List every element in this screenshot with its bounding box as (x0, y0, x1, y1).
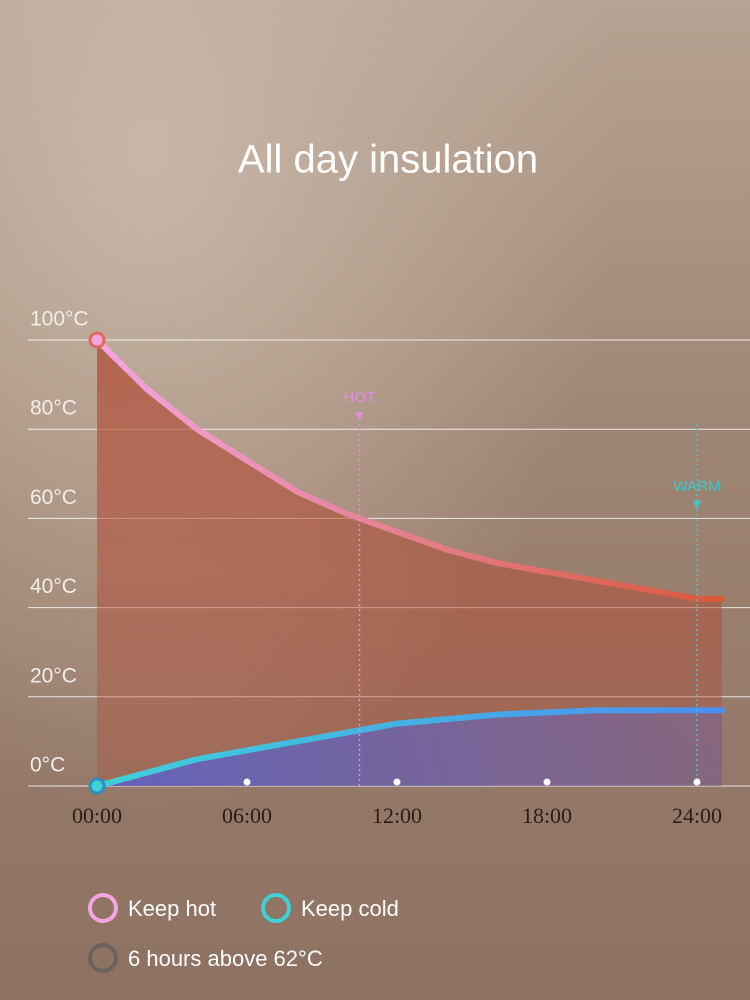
x-tick-mark (543, 778, 551, 786)
legend-label: Keep cold (301, 896, 399, 921)
x-tick-mark (243, 778, 251, 786)
y-tick-label: 0°C (30, 754, 65, 777)
annotation-label: HOT (344, 389, 376, 406)
line (94, 707, 725, 789)
x-tick-label: 00:00 (72, 803, 122, 828)
x-tick-mark (693, 778, 701, 786)
x-tick-mark (393, 778, 401, 786)
footnote: 6 hours above 62°C (128, 946, 323, 971)
y-tick-label: 60°C (30, 486, 77, 509)
y-tick-label: 40°C (30, 575, 77, 598)
y-tick-label: 100°C (30, 308, 89, 331)
y-tick-label: 20°C (30, 664, 77, 687)
start-marker (88, 331, 106, 349)
x-tick-label: 06:00 (222, 803, 272, 828)
legend-swatch (261, 893, 291, 923)
area (97, 710, 722, 786)
legend-swatch (88, 943, 118, 973)
x-tick-label: 12:00 (372, 803, 422, 828)
line (94, 337, 725, 602)
x-tick-label: 18:00 (522, 803, 572, 828)
annotation-arrow (355, 412, 364, 420)
start-marker (88, 777, 106, 795)
annotation-arrow (693, 501, 701, 509)
y-tick-label: 80°C (30, 397, 77, 420)
chart-title: All day insulation (238, 138, 538, 182)
annotation-label: WARM (674, 478, 721, 495)
x-tick-label: 24:00 (672, 803, 722, 828)
legend-swatch (88, 893, 118, 923)
area (97, 340, 722, 786)
legend-label: Keep hot (128, 896, 216, 921)
